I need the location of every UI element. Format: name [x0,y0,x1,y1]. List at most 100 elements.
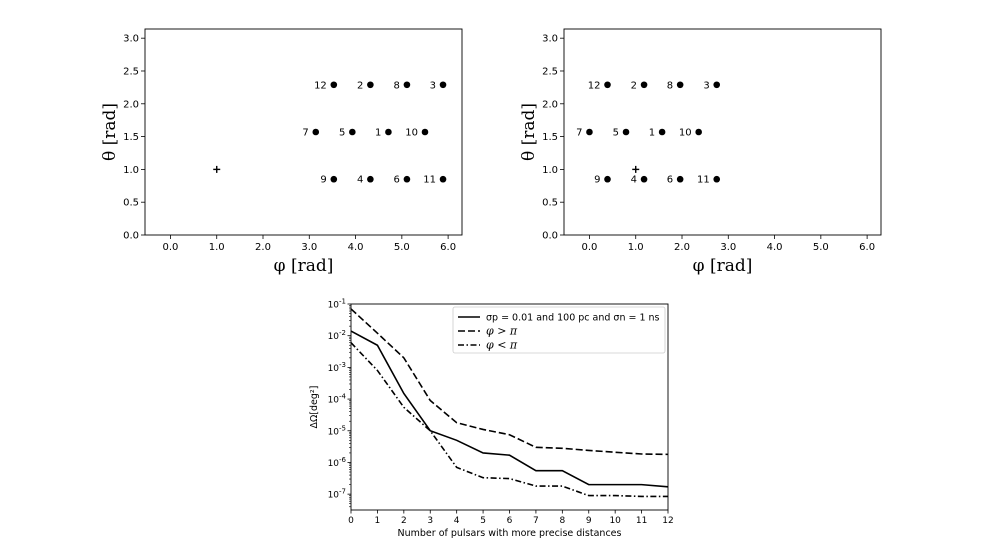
source-plus-marker [632,165,640,173]
pulsar-point [439,175,447,183]
pulsar-point [439,81,447,89]
legend: σp = 0.01 and 100 pc and σn = 1 nsφ > πφ… [452,306,666,354]
x-tick-label: 2.0 [255,242,271,253]
y-tick-label: 1.5 [542,132,558,143]
y-tick-label: 1.0 [123,165,139,176]
series-line-solid [350,330,669,488]
x-tick-label: 6.0 [440,242,456,253]
pulsar-point [586,128,593,136]
pulsar-label: 4 [357,175,363,186]
pulsar-point [604,81,611,89]
pulsar-point [421,128,429,136]
x-tick-label: 5.0 [813,242,829,253]
x-tick-label: 2 [401,516,407,526]
x-tick-label: 0.0 [581,242,597,253]
x-tick-label: 6.0 [859,242,875,253]
pulsar-label: 11 [697,175,710,186]
pulsar-label: 3 [430,80,436,91]
pulsar-label: 11 [423,175,436,186]
pulsar-label: 1 [649,128,655,139]
pulsar-label: 5 [613,128,619,139]
pulsar-point [330,175,338,183]
x-tick-label: 9 [586,516,592,526]
x-axis-label: φ [rad] [693,256,753,276]
series-line-dashdot [350,342,668,498]
pulsar-point [676,81,684,89]
y-tick-label: 2.5 [542,66,558,77]
pulsar-point [640,175,648,183]
x-tick-label: 4.0 [348,242,364,253]
x-tick-label: 8 [559,516,565,526]
pulsar-point [622,128,630,136]
pulsar-label: 3 [703,80,709,91]
x-tick-label: 5.0 [394,242,410,253]
pulsar-point [367,81,374,89]
pulsar-label: 8 [394,80,400,91]
y-tick-label: 10-4 [328,393,347,406]
pulsar-label: 1 [375,128,381,139]
y-tick-label: 2.0 [542,99,558,110]
y-tick-label: 10-3 [328,361,346,374]
pulsar-label: 12 [588,80,601,91]
legend-entry: σp = 0.01 and 100 pc and σn = 1 ns [486,313,660,324]
pulsar-label: 9 [594,175,600,186]
y-axis-label: ΔΩ[deg²] [309,386,320,429]
x-tick-label: 1.0 [209,242,225,253]
pulsar-label: 5 [339,128,345,139]
pulsar-label: 6 [667,175,673,186]
panel-top-left: 0.0 1.0 2.0 3.0 4.0 5.0 6.0 0.0 0.5 1.0 1.5 2.0 2.5 3… [100,28,463,276]
pulsar-point [367,175,374,183]
x-tick-label: 3.0 [720,242,736,253]
x-tick-label: 4 [454,516,460,526]
pulsar-point [403,175,411,183]
y-tick-label: 1.0 [542,165,558,176]
source-plus-marker [213,165,221,173]
x-tick-label: 3.0 [301,242,317,253]
y-tick-label: 0.5 [542,198,558,209]
series-line-dashed [350,308,669,456]
pulsar-point [403,81,411,89]
y-tick-label: 2.5 [123,66,139,77]
pulsar-point [385,128,392,136]
pulsar-point [713,81,721,89]
y-tick-label: 1.5 [123,132,139,143]
x-tick-label: 0 [348,516,354,526]
y-axis-label: θ [rad] [519,103,539,161]
x-tick-label: 11 [636,516,647,526]
x-axis-label: Number of pulsars with more precise dist… [398,528,622,539]
pulsar-point [658,128,666,136]
pulsar-point [640,81,648,89]
x-tick-label: 12 [662,516,673,526]
pulsar-label: 10 [405,128,418,139]
x-tick-label: 4.0 [767,242,783,253]
y-tick-label: 10-7 [328,488,346,501]
x-tick-label: 3 [427,516,433,526]
y-axis-label: θ [rad] [100,103,120,161]
y-tick-label: 10-6 [328,456,347,469]
pulsar-point [349,128,356,136]
pulsar-label: 4 [631,175,637,186]
y-tick-label: 2.0 [123,99,139,110]
y-tick-label: 10-5 [328,424,346,437]
pulsar-label: 7 [302,128,308,139]
pulsar-point [695,128,702,136]
x-tick-label: 7 [533,516,539,526]
pulsar-point [676,175,684,183]
y-tick-label: 10-2 [328,329,346,342]
y-tick-label: 0.0 [123,231,139,242]
plot-frame [144,28,463,236]
pulsar-label: 6 [394,175,400,186]
x-tick-label: 1 [375,516,381,526]
plot-frame [563,28,882,236]
legend-entry: φ > π [486,325,518,338]
pulsar-point [604,175,611,183]
legend-entry: φ < π [486,339,518,352]
pulsar-point [312,128,320,136]
panel-top-right: 0.0 1.0 2.0 3.0 4.0 5.0 6.0 0.0 0.5 1.0 1.5 2.0 2.5 3… [519,28,882,276]
x-tick-label: 1.0 [628,242,644,253]
panel-bottom: 0 1 2 3 4 5 6 7 8 9 10 11 1210-110-210-310-410-510-6… [309,298,674,540]
y-tick-label: 3.0 [542,34,558,45]
pulsar-point [330,81,338,89]
x-axis-label: φ [rad] [274,256,334,276]
